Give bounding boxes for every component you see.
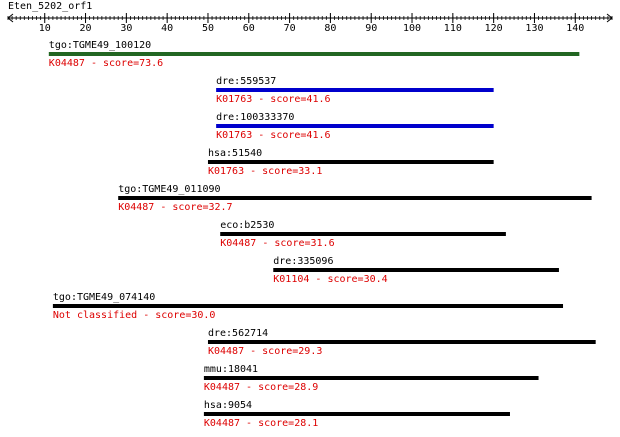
alignment-bar — [48, 52, 580, 56]
row-name: mmu:18041 — [204, 364, 258, 375]
row-annotation: K04487 - score=73.6 — [49, 58, 163, 69]
x-tick-label: 90 — [365, 23, 377, 34]
row-name: tgo:TGME49_011090 — [118, 184, 220, 195]
row-annotation: K04487 - score=32.7 — [118, 202, 232, 213]
alignment-bar — [273, 268, 559, 272]
x-tick-label: 10 — [39, 23, 51, 34]
alignment-bar — [203, 376, 539, 380]
x-tick-label: 140 — [566, 23, 584, 34]
alignment-bar — [118, 196, 592, 200]
alignment-bar — [207, 160, 494, 164]
alignment-bar — [207, 340, 596, 344]
row-annotation: Not classified - score=30.0 — [53, 310, 216, 321]
row-name: tgo:TGME49_074140 — [53, 292, 155, 303]
x-tick-label: 110 — [444, 23, 462, 34]
row-name: dre:559537 — [216, 76, 276, 87]
x-tick-label: 30 — [120, 23, 132, 34]
row-name: hsa:51540 — [208, 148, 262, 159]
x-tick-label: 20 — [80, 23, 92, 34]
alignment-bar — [52, 304, 564, 308]
row-annotation: K01763 - score=41.6 — [216, 94, 330, 105]
x-tick-label: 60 — [243, 23, 255, 34]
row-name: tgo:TGME49_100120 — [49, 40, 151, 51]
row-annotation: K04487 - score=28.9 — [204, 382, 318, 393]
row-annotation: K04487 - score=29.3 — [208, 346, 322, 357]
alignment-bar — [216, 88, 494, 92]
x-tick-label: 130 — [525, 23, 543, 34]
row-name: hsa:9054 — [204, 400, 252, 411]
row-name: eco:b2530 — [220, 220, 274, 231]
row-annotation: K04487 - score=31.6 — [220, 238, 334, 249]
x-tick-label: 120 — [485, 23, 503, 34]
row-name: dre:562714 — [208, 328, 268, 339]
row-name: dre:100333370 — [216, 112, 294, 123]
x-tick-label: 100 — [403, 23, 421, 34]
alignment-bar — [216, 124, 494, 128]
x-tick-label: 80 — [324, 23, 336, 34]
x-tick-label: 50 — [202, 23, 214, 34]
row-annotation: K01763 - score=41.6 — [216, 130, 330, 141]
row-annotation: K01104 - score=30.4 — [273, 274, 387, 285]
x-tick-label: 70 — [284, 23, 296, 34]
row-annotation: K01763 - score=33.1 — [208, 166, 322, 177]
chart-title: Eten_5202_orf1 — [8, 1, 92, 12]
row-annotation: K04487 - score=28.1 — [204, 418, 318, 429]
x-tick-label: 40 — [161, 23, 173, 34]
alignment-bar — [203, 412, 510, 416]
alignment-bar — [220, 232, 506, 236]
row-name: dre:335096 — [273, 256, 333, 267]
